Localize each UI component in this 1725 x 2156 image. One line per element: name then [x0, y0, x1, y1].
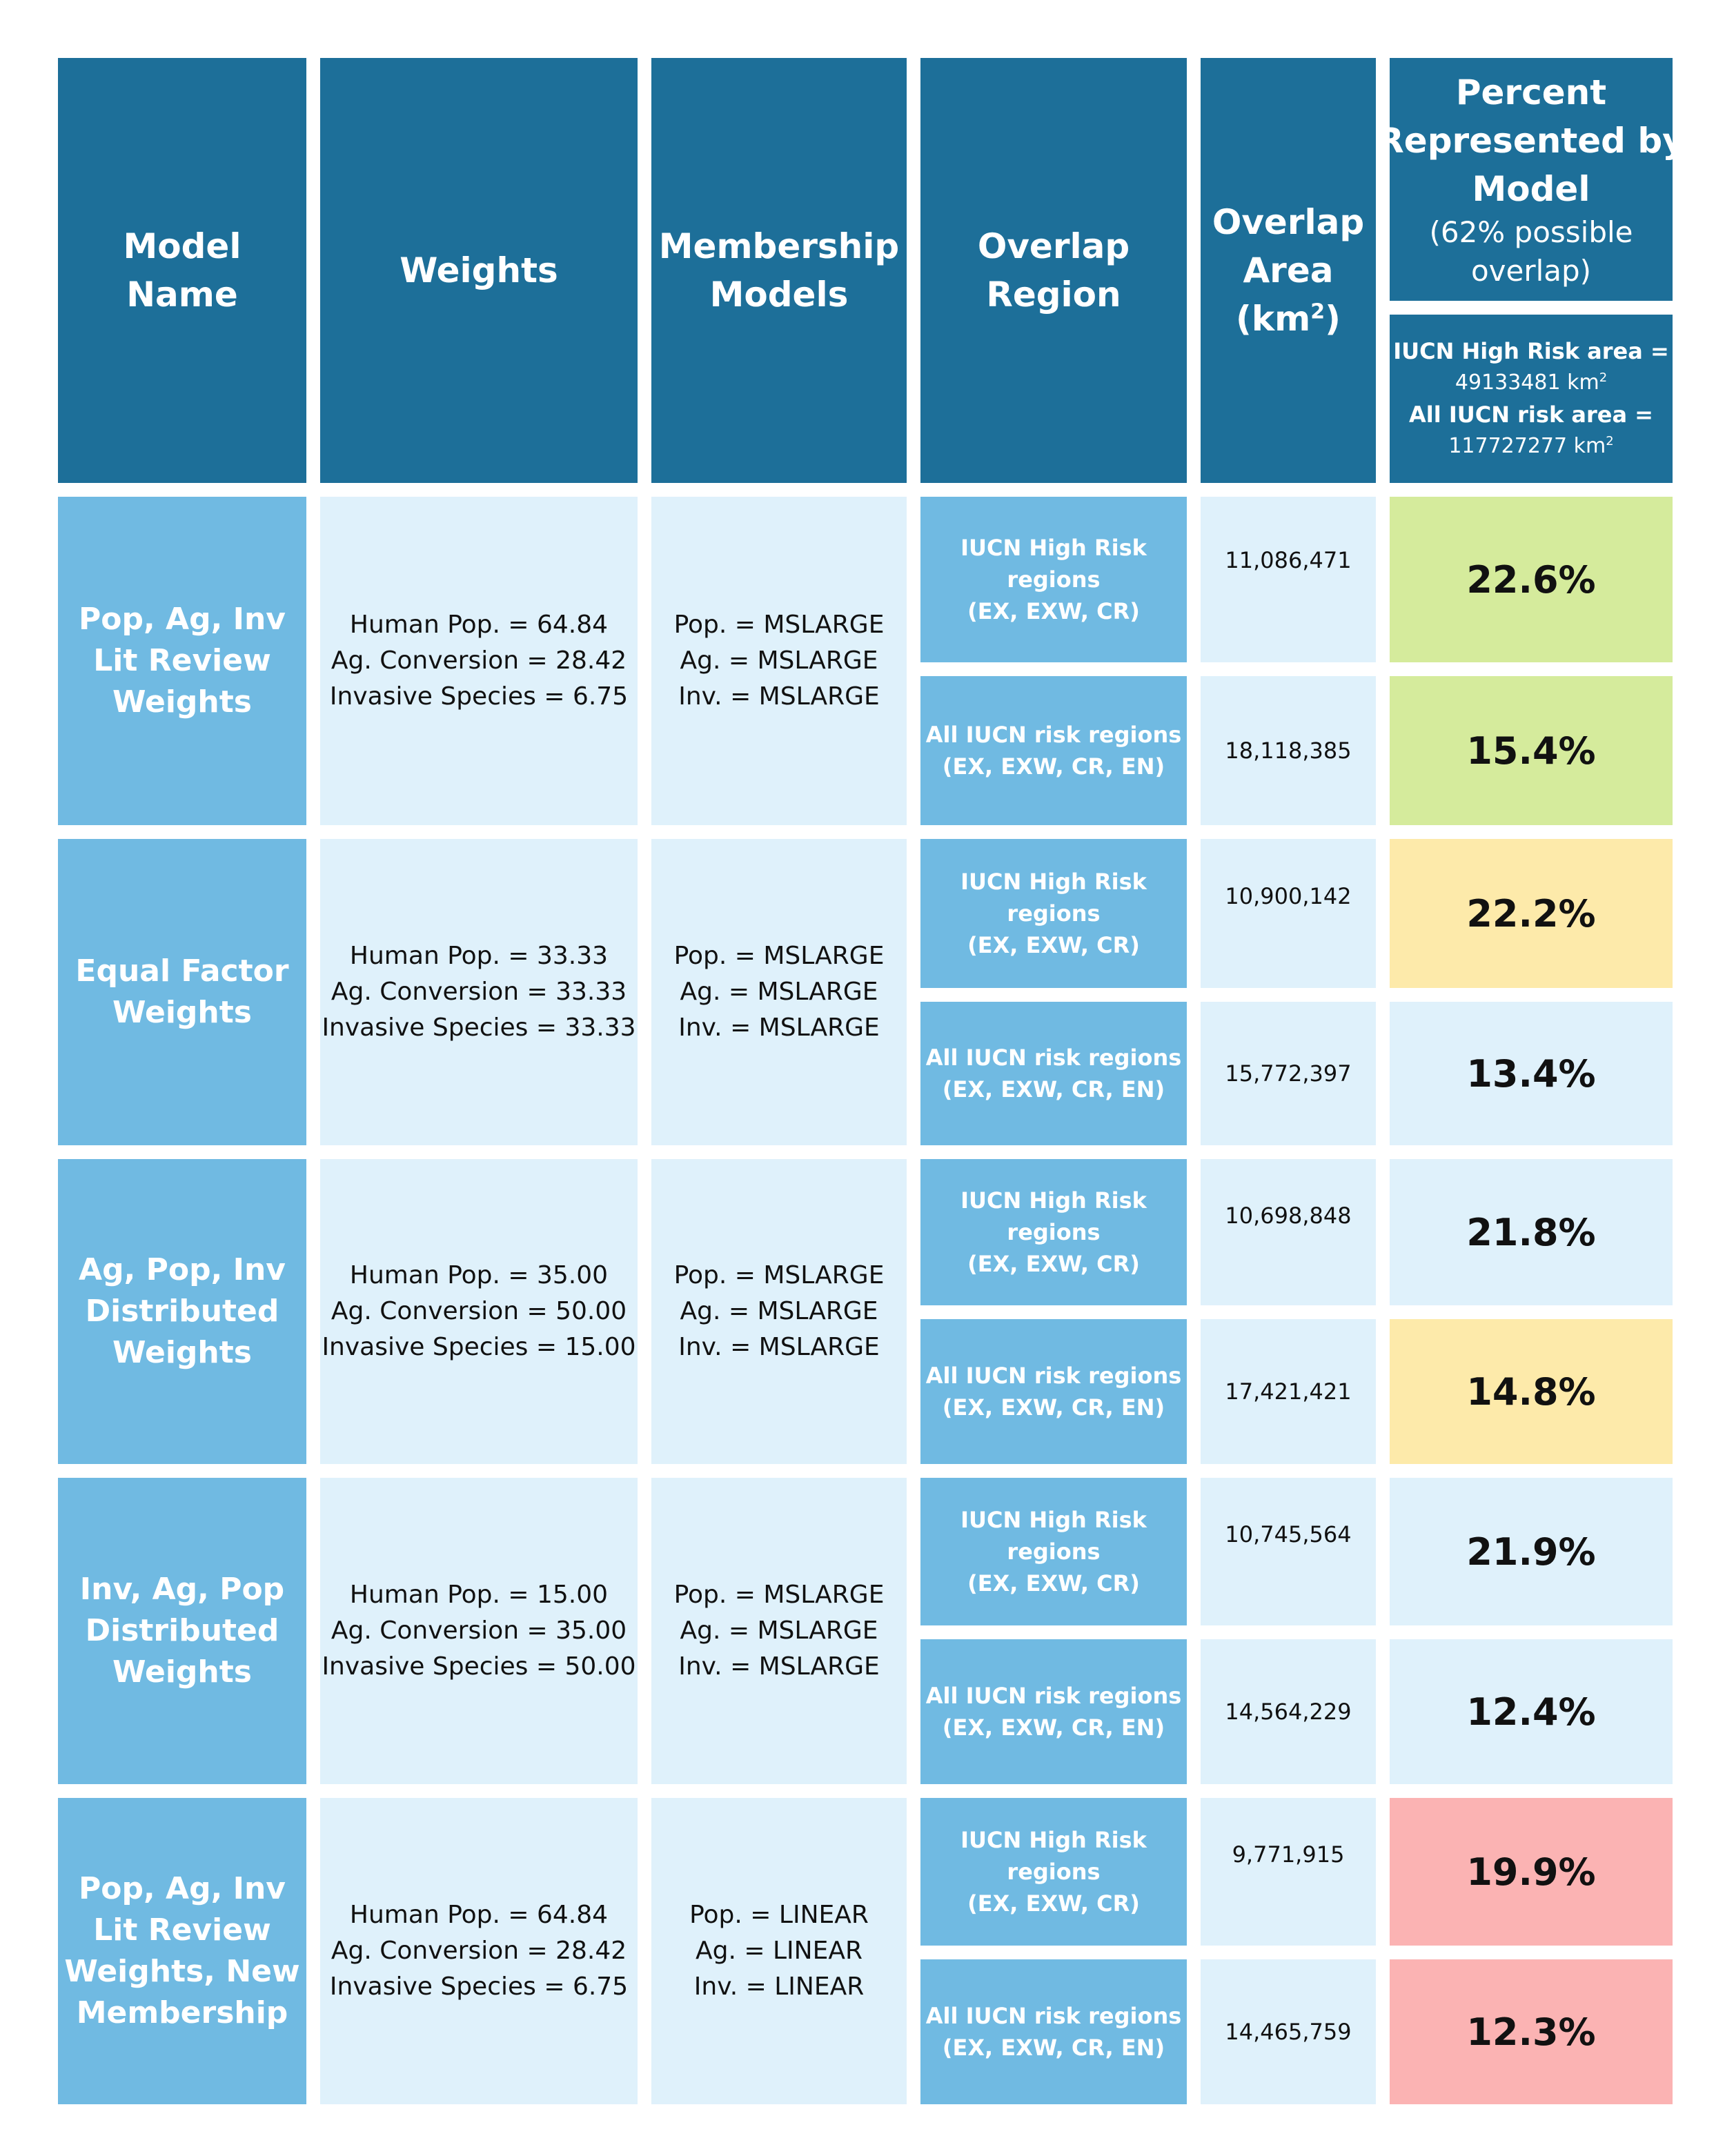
membership-cell: Pop. = MSLARGE Ag. = MSLARGE Inv. = MSLARG… [651, 1478, 907, 1784]
percent-high: 21.8% [1390, 1159, 1673, 1305]
percent-all: 14.8% [1390, 1319, 1673, 1464]
header-overlap-region: Overlap Region [920, 58, 1187, 483]
model-name: Ag, Pop, Inv Distributed Weights [58, 1159, 306, 1464]
membership-cell: Pop. = LINEAR Ag. = LINEAR Inv. = LINEAR [651, 1798, 907, 2104]
region-all-risk: All IUCN risk regions (EX, EXW, CR, EN) [920, 1639, 1187, 1784]
percent-high: 19.9% [1390, 1798, 1673, 1946]
overlap-area-high: 10,900,142 [1201, 839, 1376, 988]
region-high-risk: IUCN High Risk regions (EX, EXW, CR) [920, 497, 1187, 662]
overlap-area-high: 10,698,848 [1201, 1159, 1376, 1305]
header-overlap-area: Overlap Area (km2) [1201, 58, 1376, 483]
region-high-risk: IUCN High Risk regions (EX, EXW, CR) [920, 839, 1187, 988]
header-iucn-area-note: IUCN High Risk area = 49133481 km2 All I… [1390, 315, 1673, 483]
region-all-risk: All IUCN risk regions (EX, EXW, CR, EN) [920, 1959, 1187, 2104]
percent-high: 21.9% [1390, 1478, 1673, 1625]
weights-cell: Human Pop. = 64.84 Ag. Conversion = 28.42… [320, 497, 638, 825]
model-name: Inv, Ag, Pop Distributed Weights [58, 1478, 306, 1784]
percent-high: 22.2% [1390, 839, 1673, 988]
model-name: Equal Factor Weights [58, 839, 306, 1145]
percent-all: 12.4% [1390, 1639, 1673, 1784]
weights-cell: Human Pop. = 15.00 Ag. Conversion = 35.00… [320, 1478, 638, 1784]
overlap-area-high: 10,745,564 [1201, 1478, 1376, 1625]
percent-all: 15.4% [1390, 676, 1673, 825]
overlap-area-all: 18,118,385 [1201, 676, 1376, 825]
overlap-area-all: 14,465,759 [1201, 1959, 1376, 2104]
header-membership-models: Membership Models [651, 58, 907, 483]
header-weights: Weights [320, 58, 638, 483]
overlap-area-high: 9,771,915 [1201, 1798, 1376, 1946]
header-model-name: Model Name [58, 58, 306, 483]
membership-cell: Pop. = MSLARGE Ag. = MSLARGE Inv. = MSLARG… [651, 1159, 907, 1464]
model-name: Pop, Ag, Inv Lit Review Weights, New Member… [58, 1798, 306, 2104]
percent-all: 13.4% [1390, 1002, 1673, 1145]
region-all-risk: All IUCN risk regions (EX, EXW, CR, EN) [920, 1002, 1187, 1145]
region-all-risk: All IUCN risk regions (EX, EXW, CR, EN) [920, 1319, 1187, 1464]
overlap-area-high: 11,086,471 [1201, 497, 1376, 662]
membership-cell: Pop. = MSLARGE Ag. = MSLARGE Inv. = MSLARG… [651, 497, 907, 825]
region-high-risk: IUCN High Risk regions (EX, EXW, CR) [920, 1478, 1187, 1625]
region-high-risk: IUCN High Risk regions (EX, EXW, CR) [920, 1798, 1187, 1946]
overlap-area-all: 14,564,229 [1201, 1639, 1376, 1784]
header-percent-represented: Percent Represented by Model (62% possib… [1377, 58, 1685, 301]
model-name: Pop, Ag, Inv Lit Review Weights [58, 497, 306, 825]
membership-cell: Pop. = MSLARGE Ag. = MSLARGE Inv. = MSLARG… [651, 839, 907, 1145]
percent-all: 12.3% [1390, 1959, 1673, 2104]
weights-cell: Human Pop. = 33.33 Ag. Conversion = 33.33… [320, 839, 638, 1145]
weights-cell: Human Pop. = 35.00 Ag. Conversion = 50.00… [320, 1159, 638, 1464]
weights-cell: Human Pop. = 64.84 Ag. Conversion = 28.42… [320, 1798, 638, 2104]
region-all-risk: All IUCN risk regions (EX, EXW, CR, EN) [920, 676, 1187, 825]
overlap-area-all: 15,772,397 [1201, 1002, 1376, 1145]
overlap-area-all: 17,421,421 [1201, 1319, 1376, 1464]
region-high-risk: IUCN High Risk regions (EX, EXW, CR) [920, 1159, 1187, 1305]
percent-high: 22.6% [1390, 497, 1673, 662]
